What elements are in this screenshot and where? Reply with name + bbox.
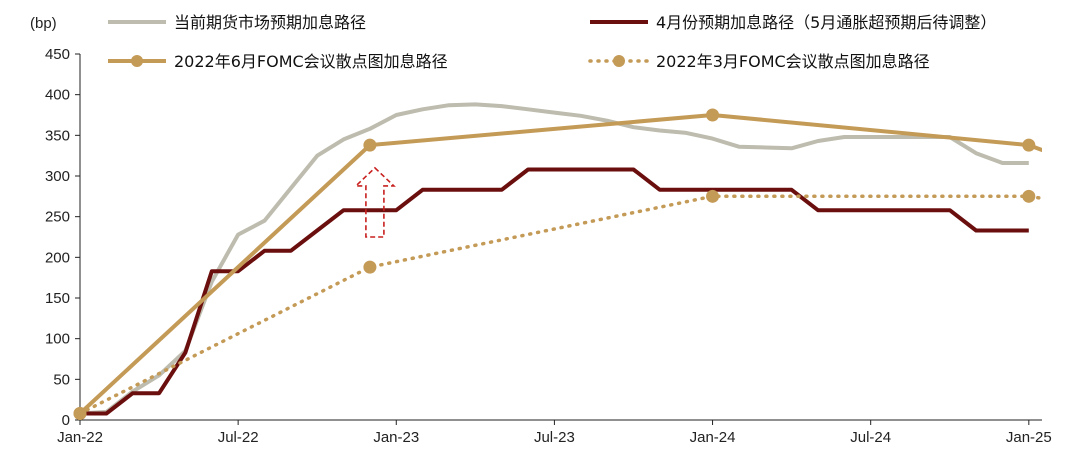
legend-item: 4月份预期加息路径（5月通胀超预期后待调整） xyxy=(590,13,996,32)
y-tick-label: 200 xyxy=(45,249,70,266)
data-point-marker xyxy=(1022,138,1036,152)
legend-item: 2022年6月FOMC会议散点图加息路径 xyxy=(108,52,448,71)
x-tick-label: Jul-22 xyxy=(218,429,259,446)
legend-item: 当前期货市场预期加息路径 xyxy=(108,13,366,32)
series-line xyxy=(78,113,1042,415)
x-tick-label: Jan-24 xyxy=(690,429,736,446)
y-tick-label: 300 xyxy=(45,168,70,185)
x-tick-label: Jan-25 xyxy=(1006,429,1052,446)
legend: 当前期货市场预期加息路径 4月份预期加息路径（5月通胀超预期后待调整） 2022年6… xyxy=(108,13,996,71)
legend-label: 2022年6月FOMC会议散点图加息路径 xyxy=(174,52,448,71)
y-tick-label: 450 xyxy=(45,46,70,63)
y-unit-label: (bp) xyxy=(30,15,57,32)
y-tick-label: 100 xyxy=(45,331,70,348)
y-tick-label: 250 xyxy=(45,209,70,226)
x-tick-label: Jul-23 xyxy=(534,429,575,446)
series-line xyxy=(78,194,1042,416)
series-line xyxy=(80,167,1029,416)
data-point-marker xyxy=(706,108,720,122)
data-point-marker xyxy=(706,189,720,203)
legend-label: 当前期货市场预期加息路径 xyxy=(174,13,366,32)
series-layer xyxy=(73,102,1042,420)
legend-marker xyxy=(613,55,625,67)
annotation-layer xyxy=(353,166,396,238)
axes: 0 50 100 150 200 250 300 350 400 450 Jan-22 Jul-22 J… xyxy=(45,46,1052,446)
y-tick-label: 150 xyxy=(45,290,70,307)
x-tick-label: Jul-24 xyxy=(850,429,891,446)
data-point-marker xyxy=(363,138,377,152)
series-2 xyxy=(80,167,1029,416)
data-point-marker xyxy=(73,406,87,420)
series-1 xyxy=(79,102,1029,416)
legend-marker xyxy=(131,55,143,67)
legend-item: 2022年3月FOMC会议散点图加息路径 xyxy=(588,52,930,71)
y-tick-label: 350 xyxy=(45,127,70,144)
x-tick-label: Jan-23 xyxy=(373,429,419,446)
y-tick-label: 50 xyxy=(53,371,70,388)
legend-label: 2022年3月FOMC会议散点图加息路径 xyxy=(656,52,930,71)
series-line xyxy=(79,102,1029,416)
legend-label: 4月份预期加息路径（5月通胀超预期后待调整） xyxy=(656,13,996,32)
y-tick-label: 400 xyxy=(45,87,70,104)
data-point-marker xyxy=(363,260,377,274)
data-point-marker xyxy=(1022,189,1036,203)
upward-arrow-annotation xyxy=(353,166,396,238)
x-tick-label: Jan-22 xyxy=(57,429,103,446)
y-tick-label: 0 xyxy=(62,412,70,429)
series-4 xyxy=(73,189,1042,420)
